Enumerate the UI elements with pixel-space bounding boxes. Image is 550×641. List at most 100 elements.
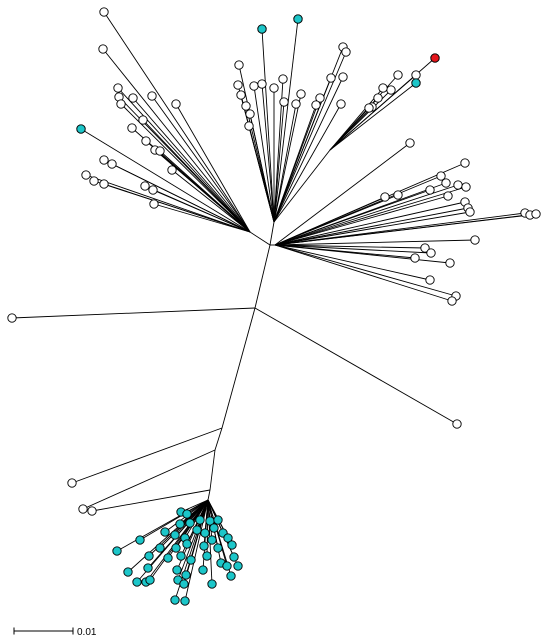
right-leaf-branch [274, 244, 457, 297]
upper-middle-leaf-tip [236, 90, 246, 100]
bottom-cluster-leaf-branch [177, 499, 209, 581]
bottom-cluster-leaf-tip [176, 551, 186, 561]
bottom-cluster-leaf-tip [200, 528, 210, 538]
bottom-cluster-leaf-tip [123, 567, 133, 577]
right-leaf-branch [274, 244, 451, 264]
upper-left-leaf-tip [116, 99, 126, 109]
upper-left-leaf-tip [155, 146, 165, 156]
bottom-cluster-leaf-tip [213, 515, 223, 525]
backbone-branch [209, 449, 216, 491]
bottom-cluster-leaf-tip [199, 541, 209, 551]
right-leaf-tip [453, 180, 463, 190]
right-leaf-branch [274, 207, 469, 246]
upper-left-leaf-branch [171, 169, 251, 233]
upper-left-leaf-tip [147, 91, 157, 101]
bottom-cluster-leaf-tip [160, 527, 170, 537]
internal-branch [273, 149, 331, 223]
upper-left-leaf-branch [103, 183, 251, 233]
upper-middle-leaf-tip [278, 74, 288, 84]
right-leaf-branch [274, 239, 476, 246]
upper-right-leaf-tip [386, 85, 396, 95]
right-leaf-branch [274, 142, 411, 246]
backbone-branch [214, 427, 223, 451]
backbone-branch [221, 307, 256, 429]
upper-right-leaf-branch [329, 82, 417, 151]
upper-left-leaf-branch [151, 95, 251, 233]
bottom-cluster-leaf-tip [229, 552, 239, 562]
upper-left-leaf-tip [107, 159, 117, 169]
bottom-cluster-leaf-tip [135, 535, 145, 545]
upper-middle-leaf-tip [296, 89, 306, 99]
long-right-leaf-branch [254, 307, 458, 425]
upper-middle-leaf-tip [234, 60, 244, 70]
right-leaf-tip [470, 235, 480, 245]
upper-left-leaf-tip [148, 185, 158, 195]
scale-bar-label: 0.01 [77, 627, 97, 638]
bottom-cluster-leaf-tip [185, 518, 195, 528]
bottom-cluster-leaf-tip [175, 519, 185, 529]
upper-left-leaf-branch [120, 103, 251, 233]
bottom-cluster-leaf-branch [127, 499, 209, 573]
right-leaf-branch [274, 196, 386, 246]
upper-left-leaf-tip [141, 136, 151, 146]
upper-middle-leaf-tip [279, 97, 289, 107]
upper-middle-leaf-branch [261, 28, 275, 223]
bottom-cluster-leaf-tip [170, 595, 180, 605]
upper-left-leaf-branch [175, 103, 251, 233]
lower-left-leaf-branch [91, 489, 211, 512]
bottom-cluster-leaf-tip [182, 509, 192, 519]
upper-left-leaf-branch [159, 150, 251, 233]
right-leaf-tip [447, 296, 457, 306]
upper-left-leaf-branch [80, 128, 251, 233]
bottom-cluster-leaf-tip [180, 596, 190, 606]
upper-left-leaf-tip [98, 44, 108, 54]
bottom-cluster-leaf-tip [207, 579, 217, 589]
upper-right-leaf-tip [378, 83, 388, 93]
upper-left-leaf-tip [127, 123, 137, 133]
lower-left-leaf-tip [87, 506, 97, 516]
upper-middle-leaf-branch [261, 83, 275, 223]
right-leaf-branch [274, 184, 459, 246]
upper-left-leaf-tip [128, 93, 138, 103]
bottom-cluster-leaf-tip [143, 563, 153, 573]
upper-middle-leaf-tip [341, 47, 351, 57]
upper-middle-leaf-branch [273, 93, 302, 223]
right-leaf-branch [274, 244, 432, 254]
right-leaf-branch [274, 244, 453, 302]
right-leaf-tip [531, 209, 541, 219]
upper-right-leaf-red [430, 53, 440, 63]
upper-right-leaf-tip [373, 93, 383, 103]
lower-left-leaf-tip [78, 504, 88, 514]
upper-left-leaf-tip [113, 83, 123, 93]
upper-left-leaf-branch [102, 48, 251, 233]
bottom-cluster-leaf-tip [209, 523, 219, 533]
bottom-cluster-leaf-tip [227, 540, 237, 550]
upper-middle-leaf-branch [273, 76, 344, 223]
right-leaf-tip [405, 138, 415, 148]
upper-right-leaf-tip [411, 70, 421, 80]
upper-middle-leaf-tip [257, 79, 267, 89]
upper-middle-leaf-highlight [293, 14, 303, 24]
upper-left-leaf-tip [89, 176, 99, 186]
upper-middle-leaf-tip [249, 81, 259, 91]
right-leaf-branch [274, 211, 471, 246]
upper-middle-leaf-tip [269, 83, 279, 93]
bottom-cluster-leaf-tip [202, 551, 212, 561]
bottom-cluster-leaf-branch [149, 499, 209, 581]
bottom-cluster-leaf-tip [181, 570, 191, 580]
right-leaf-tip [420, 243, 430, 253]
upper-left-leaf-branch [103, 11, 251, 233]
right-leaf-tip [443, 191, 453, 201]
upper-left-leaf-branch [85, 174, 251, 233]
bottom-cluster-leaf-tip [163, 553, 173, 563]
upper-middle-leaf-tip [336, 99, 346, 109]
right-leaf-tip [445, 258, 455, 268]
upper-left-leaf-tip [99, 7, 109, 17]
upper-middle-leaf-branch [253, 85, 275, 223]
upper-left-leaf-branch [142, 119, 251, 233]
upper-right-leaf-highlight [411, 78, 421, 88]
upper-left-leaf-tip [99, 179, 109, 189]
bottom-cluster-leaf-tip [213, 543, 223, 553]
backbone-branch [249, 231, 271, 246]
right-leaf-branch [274, 189, 431, 246]
